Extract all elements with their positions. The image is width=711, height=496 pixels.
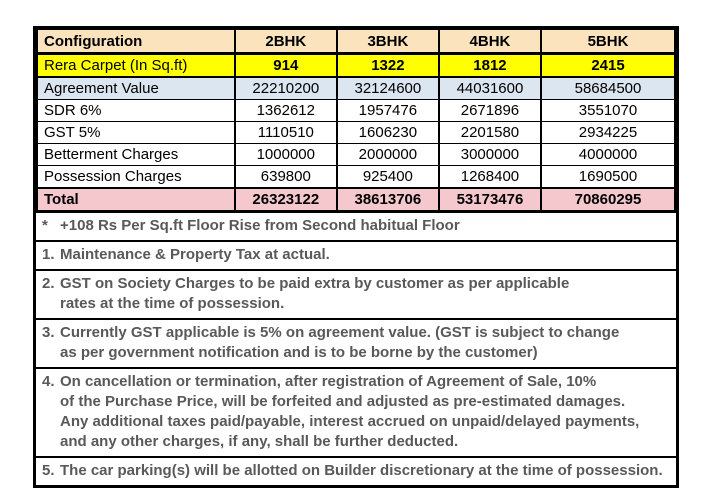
column-header-5bhk: 5BHK <box>540 29 676 55</box>
cell-value: 22210200 <box>233 76 338 100</box>
note-text: On cancellation or termination, after re… <box>60 373 597 390</box>
note-text: and any other charges, if any, shall be … <box>60 433 459 450</box>
row-label: Betterment Charges <box>36 143 236 166</box>
note-text: as per government notification and is to… <box>60 344 538 361</box>
note-text: Maintenance & Property Tax at actual. <box>60 246 330 263</box>
row-label: Total <box>36 187 236 213</box>
note-text: +108 Rs Per Sq.ft Floor Rise from Second… <box>60 217 460 234</box>
table-row-betterment-charges: Betterment Charges 1000000 2000000 30000… <box>36 143 676 166</box>
cell-value: 26323122 <box>233 187 338 213</box>
table-row-agreement-value: Agreement Value 22210200 32124600 440316… <box>36 76 676 100</box>
table-row-sdr: SDR 6% 1362612 1957476 2671896 3551070 <box>36 99 676 122</box>
cell-value: 1322 <box>335 53 440 78</box>
note-text: rates at the time of possession. <box>60 295 285 312</box>
cell-value: 2000000 <box>335 143 440 166</box>
table-row-gst: GST 5% 1110510 1606230 2201580 2934225 <box>36 121 676 144</box>
cell-value: 32124600 <box>335 76 440 100</box>
note-prefix: 4. <box>42 373 55 390</box>
column-header-3bhk: 3BHK <box>335 29 440 55</box>
column-header-configuration: Configuration <box>36 29 236 55</box>
cell-value: 1000000 <box>233 143 338 166</box>
cell-value: 1362612 <box>233 99 338 122</box>
cell-value: 1606230 <box>335 121 440 144</box>
note-prefix: * <box>42 217 48 234</box>
cell-value: 2671896 <box>437 99 543 122</box>
cell-value: 914 <box>233 53 338 78</box>
cell-value: 1812 <box>437 53 543 78</box>
cell-value: 4000000 <box>540 143 676 166</box>
cell-value: 1110510 <box>233 121 338 144</box>
cell-value: 3000000 <box>437 143 543 166</box>
note-text: Currently GST applicable is 5% on agreem… <box>60 324 620 341</box>
cell-value: 38613706 <box>335 187 440 213</box>
table-row-total: Total 26323122 38613706 53173476 7086029… <box>36 187 676 213</box>
cell-value: 1268400 <box>437 165 543 189</box>
cell-value: 639800 <box>233 165 338 189</box>
note-prefix: 1. <box>42 246 55 263</box>
row-label: Possession Charges <box>36 165 236 189</box>
cell-value: 2934225 <box>540 121 676 144</box>
cell-value: 58684500 <box>540 76 676 100</box>
cell-value: 44031600 <box>437 76 543 100</box>
pricing-table: Configuration 2BHK 3BHK 4BHK 5BHK Rera C… <box>36 29 676 213</box>
column-header-2bhk: 2BHK <box>233 29 338 55</box>
note-prefix: 2. <box>42 275 55 292</box>
notes-section: * +108 Rs Per Sq.ft Floor Rise from Seco… <box>36 213 676 485</box>
note-text: The car parking(s) will be allotted on B… <box>60 462 663 479</box>
note-text: Any additional taxes paid/payable, inter… <box>60 413 640 430</box>
column-header-4bhk: 4BHK <box>437 29 543 55</box>
cell-value: 1690500 <box>540 165 676 189</box>
cell-value: 70860295 <box>540 187 676 213</box>
row-label: GST 5% <box>36 121 236 144</box>
note-gst-society-charges: 2. GST on Society Charges to be paid ext… <box>36 269 676 318</box>
note-car-parking: 5. The car parking(s) will be allotted o… <box>36 456 676 485</box>
rate-card: Configuration 2BHK 3BHK 4BHK 5BHK Rera C… <box>33 26 679 488</box>
row-label: Rera Carpet (In Sq.ft) <box>36 53 236 78</box>
note-gst-applicable: 3. Currently GST applicable is 5% on agr… <box>36 318 676 367</box>
note-text: of the Purchase Price, will be forfeited… <box>60 393 626 410</box>
table-row-possession-charges: Possession Charges 639800 925400 1268400… <box>36 165 676 189</box>
cell-value: 925400 <box>335 165 440 189</box>
note-text: GST on Society Charges to be paid extra … <box>60 275 570 292</box>
table-row-rera-carpet: Rera Carpet (In Sq.ft) 914 1322 1812 241… <box>36 53 676 78</box>
row-label: SDR 6% <box>36 99 236 122</box>
cell-value: 3551070 <box>540 99 676 122</box>
note-prefix: 5. <box>42 462 55 479</box>
cell-value: 2201580 <box>437 121 543 144</box>
cell-value: 2415 <box>540 53 676 78</box>
cell-value: 1957476 <box>335 99 440 122</box>
note-maintenance-tax: 1. Maintenance & Property Tax at actual. <box>36 240 676 269</box>
note-cancellation-terms: 4. On cancellation or termination, after… <box>36 367 676 456</box>
cell-value: 53173476 <box>437 187 543 213</box>
note-floor-rise: * +108 Rs Per Sq.ft Floor Rise from Seco… <box>36 213 676 240</box>
table-header-row: Configuration 2BHK 3BHK 4BHK 5BHK <box>36 29 676 55</box>
note-prefix: 3. <box>42 324 55 341</box>
row-label: Agreement Value <box>36 76 236 100</box>
